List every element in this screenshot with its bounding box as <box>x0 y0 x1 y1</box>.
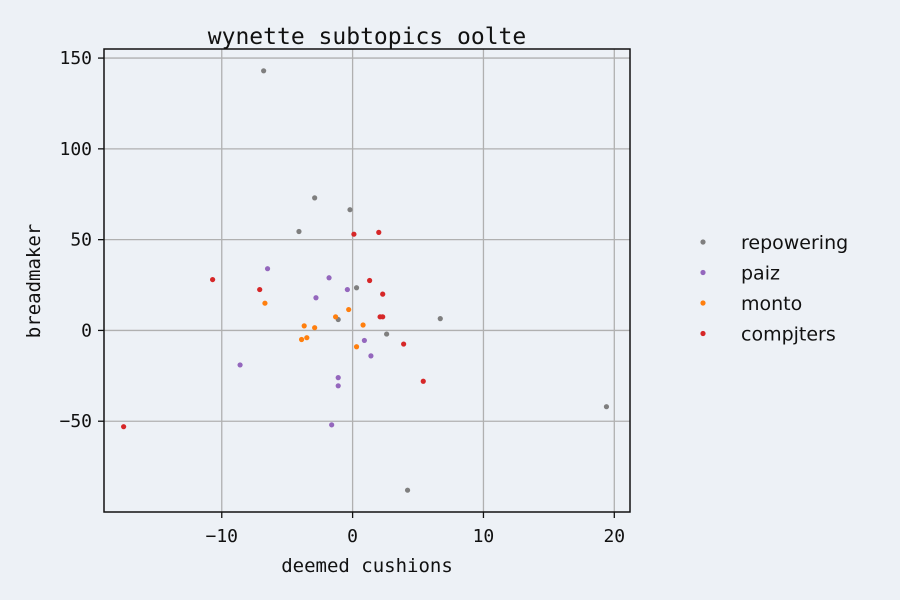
legend-label-repowering: repowering <box>741 232 848 254</box>
data-point-compjters <box>420 378 426 384</box>
x-tick-label: 10 <box>473 526 495 547</box>
data-point-paiz <box>326 275 332 281</box>
data-point-repowering <box>603 404 610 410</box>
data-point-compjters <box>210 276 216 283</box>
legend-marker-compjters <box>700 330 706 337</box>
data-point-paiz <box>368 353 374 359</box>
data-point-monto <box>298 336 305 343</box>
data-point-repowering <box>261 68 267 74</box>
data-point-compjters <box>380 314 386 320</box>
plot-frame <box>103 48 631 513</box>
y-tick-label: 100 <box>59 139 92 160</box>
legend: repowering paiz monto compjters <box>700 232 848 346</box>
data-point-repowering <box>347 207 353 213</box>
x-tick-label: 0 <box>347 526 358 547</box>
grid <box>104 49 630 512</box>
y-tick-label: 150 <box>59 48 92 69</box>
data-point-paiz <box>264 266 271 272</box>
data-point-paiz <box>335 375 341 381</box>
data-point-monto <box>346 306 352 313</box>
data-points <box>121 68 610 493</box>
data-point-compjters <box>121 424 127 430</box>
legend-marker-monto <box>700 300 706 306</box>
data-point-compjters <box>380 291 386 297</box>
data-point-compjters <box>401 341 407 347</box>
data-point-paiz <box>329 422 335 428</box>
data-point-paiz <box>313 295 319 301</box>
x-tick-label: 20 <box>603 526 625 547</box>
data-point-repowering <box>384 331 390 337</box>
data-point-repowering <box>296 228 302 235</box>
data-point-monto <box>304 335 310 341</box>
x-axis-label: deemed cushions <box>281 555 453 577</box>
legend-label-compjters: compjters <box>741 324 836 346</box>
data-point-paiz <box>335 383 341 389</box>
legend-label-paiz: paiz <box>741 263 780 285</box>
y-tick-label: −50 <box>59 411 92 432</box>
legend-marker-repowering <box>700 239 706 245</box>
data-point-repowering <box>404 487 411 493</box>
axis-ticks: −10 0 10 20 −50 0 50 100 150 <box>59 48 625 547</box>
legend-label-monto: monto <box>741 293 802 315</box>
data-point-repowering <box>353 285 360 291</box>
y-tick-label: 50 <box>70 230 92 251</box>
data-point-monto <box>262 300 268 306</box>
chart-title: wynette subtopics oolte <box>208 24 527 50</box>
data-point-monto <box>353 344 360 350</box>
data-point-compjters <box>367 277 373 284</box>
legend-marker-paiz <box>700 269 706 276</box>
data-point-repowering <box>312 195 318 201</box>
data-point-compjters <box>351 231 357 237</box>
data-point-monto <box>312 325 318 331</box>
data-point-monto <box>360 322 366 328</box>
data-point-compjters <box>376 229 382 235</box>
x-tick-label: −10 <box>206 526 239 547</box>
data-point-monto <box>332 314 339 320</box>
data-point-paiz <box>344 286 350 293</box>
y-axis-label: breadmaker <box>23 224 45 338</box>
y-tick-label: 0 <box>81 320 92 341</box>
data-point-paiz <box>237 362 243 368</box>
data-point-paiz <box>361 337 367 344</box>
data-point-compjters <box>257 286 263 293</box>
data-point-monto <box>301 323 307 329</box>
data-point-repowering <box>437 316 443 322</box>
